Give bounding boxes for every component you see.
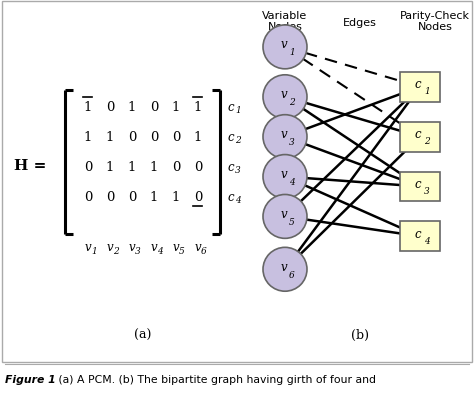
Text: 2: 2 (424, 137, 430, 146)
Text: 1: 1 (172, 190, 180, 203)
Text: 6: 6 (201, 246, 207, 255)
Text: 0: 0 (106, 190, 114, 203)
Text: 0: 0 (172, 131, 180, 144)
Text: 4: 4 (235, 195, 241, 205)
Text: 1: 1 (194, 131, 202, 144)
Text: 0: 0 (194, 190, 202, 203)
Text: 0: 0 (172, 161, 180, 174)
Text: 6: 6 (289, 270, 295, 279)
Text: 0: 0 (84, 190, 92, 203)
Text: c: c (228, 131, 235, 144)
Text: 3: 3 (135, 246, 141, 255)
Text: 1: 1 (91, 246, 97, 255)
FancyBboxPatch shape (400, 222, 440, 252)
Text: Edges: Edges (343, 18, 377, 28)
Text: v: v (281, 260, 287, 273)
Text: 3: 3 (235, 166, 241, 174)
Text: c: c (415, 78, 421, 91)
Text: 1: 1 (424, 87, 430, 96)
Text: c: c (415, 128, 421, 141)
Text: 4: 4 (289, 178, 295, 186)
Text: 1: 1 (150, 190, 158, 203)
Text: c: c (415, 227, 421, 240)
Text: 1: 1 (235, 106, 241, 115)
Circle shape (263, 248, 307, 292)
Text: v: v (151, 240, 157, 253)
Text: 1: 1 (106, 131, 114, 144)
FancyBboxPatch shape (400, 73, 440, 103)
Text: Figure 1: Figure 1 (5, 375, 55, 385)
Text: c: c (228, 161, 235, 174)
Text: Variable: Variable (263, 11, 308, 21)
Text: 1: 1 (172, 101, 180, 114)
Text: H =: H = (14, 158, 46, 172)
Text: v: v (281, 38, 287, 51)
Text: 0: 0 (84, 161, 92, 174)
Text: 0: 0 (106, 101, 114, 114)
Text: 1: 1 (194, 101, 202, 114)
Text: v: v (128, 240, 135, 253)
Text: 0: 0 (150, 131, 158, 144)
Text: c: c (415, 178, 421, 190)
Circle shape (263, 195, 307, 239)
Text: 4: 4 (424, 236, 430, 245)
Text: 2: 2 (289, 98, 295, 107)
Text: v: v (281, 207, 287, 221)
Text: 0: 0 (150, 101, 158, 114)
FancyBboxPatch shape (400, 122, 440, 152)
Text: v: v (281, 88, 287, 101)
FancyBboxPatch shape (400, 172, 440, 202)
Text: 5: 5 (179, 246, 185, 255)
Text: (b): (b) (351, 328, 369, 341)
Text: 1: 1 (128, 101, 136, 114)
Circle shape (263, 115, 307, 159)
Text: 5: 5 (289, 217, 295, 226)
Circle shape (263, 76, 307, 119)
Text: 3: 3 (424, 186, 430, 196)
Text: c: c (228, 190, 235, 203)
Text: 0: 0 (128, 190, 136, 203)
Text: v: v (281, 168, 287, 180)
Text: 1: 1 (84, 131, 92, 144)
Text: 1: 1 (128, 161, 136, 174)
Text: (a): (a) (134, 328, 152, 341)
Text: 2: 2 (113, 246, 119, 255)
Text: 1: 1 (84, 101, 92, 114)
Text: v: v (173, 240, 179, 253)
Text: (a) A PCM. (b) The bipartite graph having girth of four and: (a) A PCM. (b) The bipartite graph havin… (55, 375, 375, 385)
Text: v: v (281, 128, 287, 141)
Text: v: v (195, 240, 201, 253)
Text: 1: 1 (106, 161, 114, 174)
Text: 1: 1 (150, 161, 158, 174)
Text: v: v (107, 240, 113, 253)
Text: v: v (85, 240, 91, 253)
Text: 1: 1 (289, 48, 295, 57)
Circle shape (263, 26, 307, 70)
Text: c: c (228, 101, 235, 114)
Text: 2: 2 (235, 136, 241, 145)
Text: 0: 0 (194, 161, 202, 174)
Text: Nodes: Nodes (418, 22, 453, 32)
Circle shape (263, 155, 307, 199)
Text: Parity-Check: Parity-Check (400, 11, 470, 21)
Text: 0: 0 (128, 131, 136, 144)
Text: Nodes: Nodes (267, 22, 302, 32)
Text: 4: 4 (157, 246, 163, 255)
Text: 3: 3 (289, 138, 295, 147)
